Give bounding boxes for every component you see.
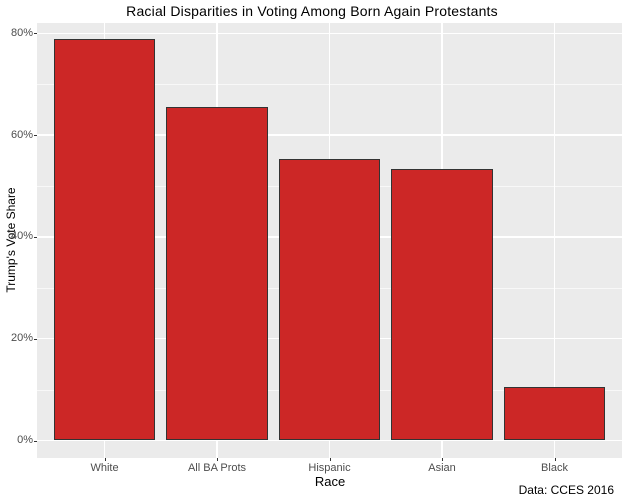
x-tick-mark [329, 458, 331, 461]
x-tick-mark [104, 458, 106, 461]
y-tick-label: 0% [17, 434, 33, 446]
x-tick-label: Asian [428, 462, 456, 474]
y-tick-mark [34, 338, 37, 340]
x-tick-label: Hispanic [308, 462, 351, 474]
bar-all-ba-prots [166, 107, 268, 441]
x-tick-mark [554, 458, 556, 461]
x-tick-mark [217, 458, 218, 461]
data-source-caption: Data: CCES 2016 [518, 483, 614, 497]
gridline-major-vertical [553, 23, 556, 458]
y-tick-label: 40% [10, 230, 33, 243]
y-tick-mark [34, 440, 37, 442]
bar-black [503, 387, 606, 441]
y-tick-mark [34, 33, 37, 35]
y-tick-mark [34, 135, 37, 137]
y-tick-label: 80% [10, 26, 33, 39]
x-tick-label: Black [541, 462, 568, 474]
plot-panel [37, 23, 622, 458]
x-tick-label: White [90, 462, 119, 474]
bar-white [53, 39, 156, 441]
y-tick-label: 60% [10, 128, 33, 141]
x-tick-mark [442, 458, 443, 461]
x-tick-label: All BA Prots [187, 462, 247, 474]
y-tick-label: 20% [10, 332, 33, 345]
x-axis-title: Race [314, 474, 346, 489]
chart-title: Racial Disparities in Voting Among Born … [126, 3, 498, 19]
bar-asian [391, 168, 493, 441]
y-tick-mark [34, 236, 37, 238]
bar-hispanic [278, 158, 381, 441]
